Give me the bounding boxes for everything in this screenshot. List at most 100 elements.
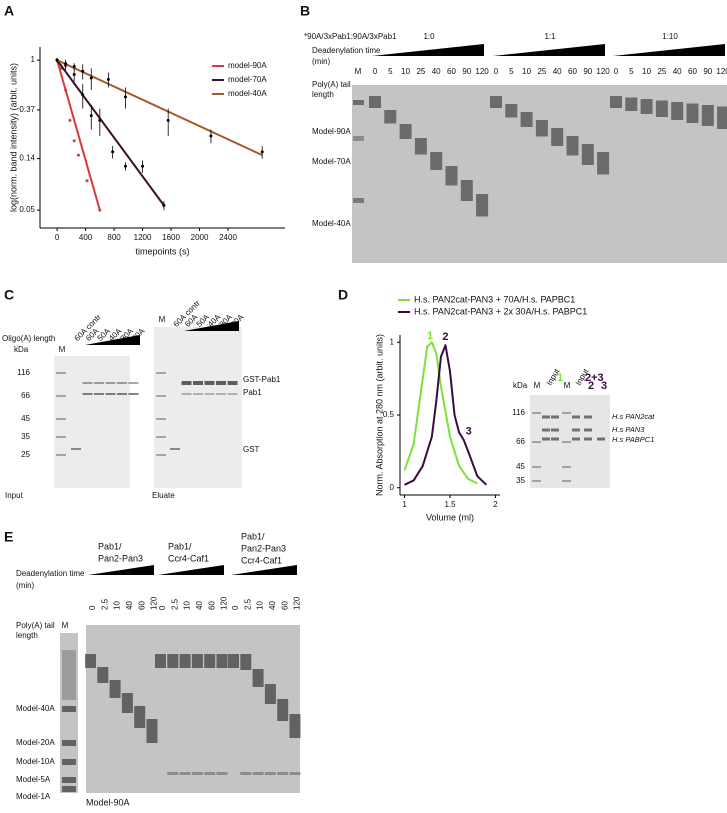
x-axis-label: timepoints (s) xyxy=(135,246,189,256)
axis-label: Poly(A) tail xyxy=(16,621,55,630)
data-point xyxy=(106,77,110,81)
time-label: 0 xyxy=(494,67,499,76)
gel-band xyxy=(597,437,605,441)
gel-band xyxy=(193,381,203,385)
mw-label: 45 xyxy=(516,462,525,471)
time-label: 2.5 xyxy=(100,598,109,610)
axis-label: kDa xyxy=(14,345,29,354)
data-point xyxy=(81,93,85,97)
panel-label: A xyxy=(4,3,14,19)
time-label: 10 xyxy=(183,601,192,610)
peak-label: 3 xyxy=(466,426,472,438)
axis-label: (min) xyxy=(16,581,35,590)
time-label: 25 xyxy=(537,67,546,76)
x-tick-label: 2 xyxy=(493,500,498,509)
axis-label: Oligo(A) length xyxy=(2,334,55,343)
fit-line xyxy=(56,59,101,211)
time-label: 120 xyxy=(475,67,489,76)
wedge xyxy=(85,335,140,345)
gel-band xyxy=(62,650,76,700)
axis-label: Poly(A) tail xyxy=(312,80,351,89)
gel-band xyxy=(551,437,559,441)
gel-band xyxy=(227,393,238,395)
mw-label: 116 xyxy=(512,408,525,417)
time-label: 10 xyxy=(401,67,410,76)
gel xyxy=(54,356,130,488)
data-point xyxy=(85,179,89,183)
time-label: 2.5 xyxy=(243,598,252,610)
gel-band xyxy=(204,654,216,668)
gel-band xyxy=(252,772,264,775)
group-label: Ccr4-Caf1 xyxy=(168,553,209,563)
gel-band xyxy=(655,100,668,117)
y-axis-label: Norm. Absorption at 280 nm (arbit. units… xyxy=(374,334,384,496)
y-tick-label: 1 xyxy=(390,337,395,346)
gel-label: Eluate xyxy=(152,491,175,500)
y-tick-label: 0 xyxy=(390,483,395,492)
gel-band xyxy=(671,102,684,120)
gel-band xyxy=(216,381,226,385)
gel-band xyxy=(204,772,216,775)
lane-label: 3 xyxy=(601,380,607,392)
time-label: 120 xyxy=(150,596,159,610)
protein-label: GST-Pab1 xyxy=(243,375,281,384)
gel-band xyxy=(109,680,121,698)
gel-band xyxy=(216,772,228,775)
gel-band xyxy=(264,772,276,775)
protein-label: Pab1 xyxy=(243,388,262,397)
axis-label: (min) xyxy=(312,57,331,66)
gel-band xyxy=(117,393,127,395)
gel xyxy=(86,625,300,793)
gel-band xyxy=(156,372,166,374)
gel-band xyxy=(56,436,66,438)
time-label: 40 xyxy=(125,601,134,610)
gel-band xyxy=(584,415,592,419)
data-point xyxy=(55,58,59,62)
panel-label: D xyxy=(338,287,348,303)
gel-band xyxy=(625,97,638,111)
gel-band xyxy=(572,437,580,441)
data-point xyxy=(111,150,115,154)
time-label: 120 xyxy=(293,596,302,610)
ladder-label: Model-1A xyxy=(16,792,51,801)
gel-band xyxy=(542,415,550,419)
gel-label: Input xyxy=(5,491,24,500)
mw-label: 116 xyxy=(17,368,30,377)
gel-band xyxy=(156,395,166,397)
gel xyxy=(530,395,610,488)
time-label: 10 xyxy=(642,67,651,76)
time-label: 120 xyxy=(596,67,610,76)
legend-label: H.s. PAN2cat-PAN3 + 2x 30A/H.s. PABPC1 xyxy=(414,306,587,316)
protein-label: H.s PAN2cat xyxy=(612,412,655,421)
time-label: 60 xyxy=(280,601,289,610)
wedge xyxy=(493,44,605,56)
gel-band xyxy=(240,772,252,775)
gel-band xyxy=(572,415,580,419)
data-point xyxy=(162,203,166,207)
gel-band xyxy=(476,194,489,217)
gel-band xyxy=(551,428,559,432)
gel-band xyxy=(105,382,116,384)
gel-band xyxy=(155,654,166,668)
legend-label: model-90A xyxy=(228,61,267,70)
ladder-label: Model-40A xyxy=(16,704,55,713)
time-label: 25 xyxy=(416,67,425,76)
gel-band xyxy=(179,654,191,668)
group-label: Pab1/ xyxy=(168,541,192,551)
gel xyxy=(352,85,727,263)
axis-label: length xyxy=(16,631,38,640)
time-label: 60 xyxy=(447,67,456,76)
gel-band xyxy=(94,382,104,384)
y-tick-label: 0.5 xyxy=(383,410,395,419)
gel-band xyxy=(505,104,518,118)
time-label: 90 xyxy=(703,67,712,76)
data-point xyxy=(98,118,102,122)
axis-label: Deadenylation time xyxy=(16,569,85,578)
ratio-label: 1:10 xyxy=(662,32,678,41)
gel-band xyxy=(227,381,238,385)
peak-label: 2 xyxy=(442,331,448,343)
title: *90A/3xPab1:90A/3xPab1 xyxy=(304,32,397,41)
time-label: 5 xyxy=(629,67,634,76)
axis-label: Deadenylation time xyxy=(312,46,381,55)
